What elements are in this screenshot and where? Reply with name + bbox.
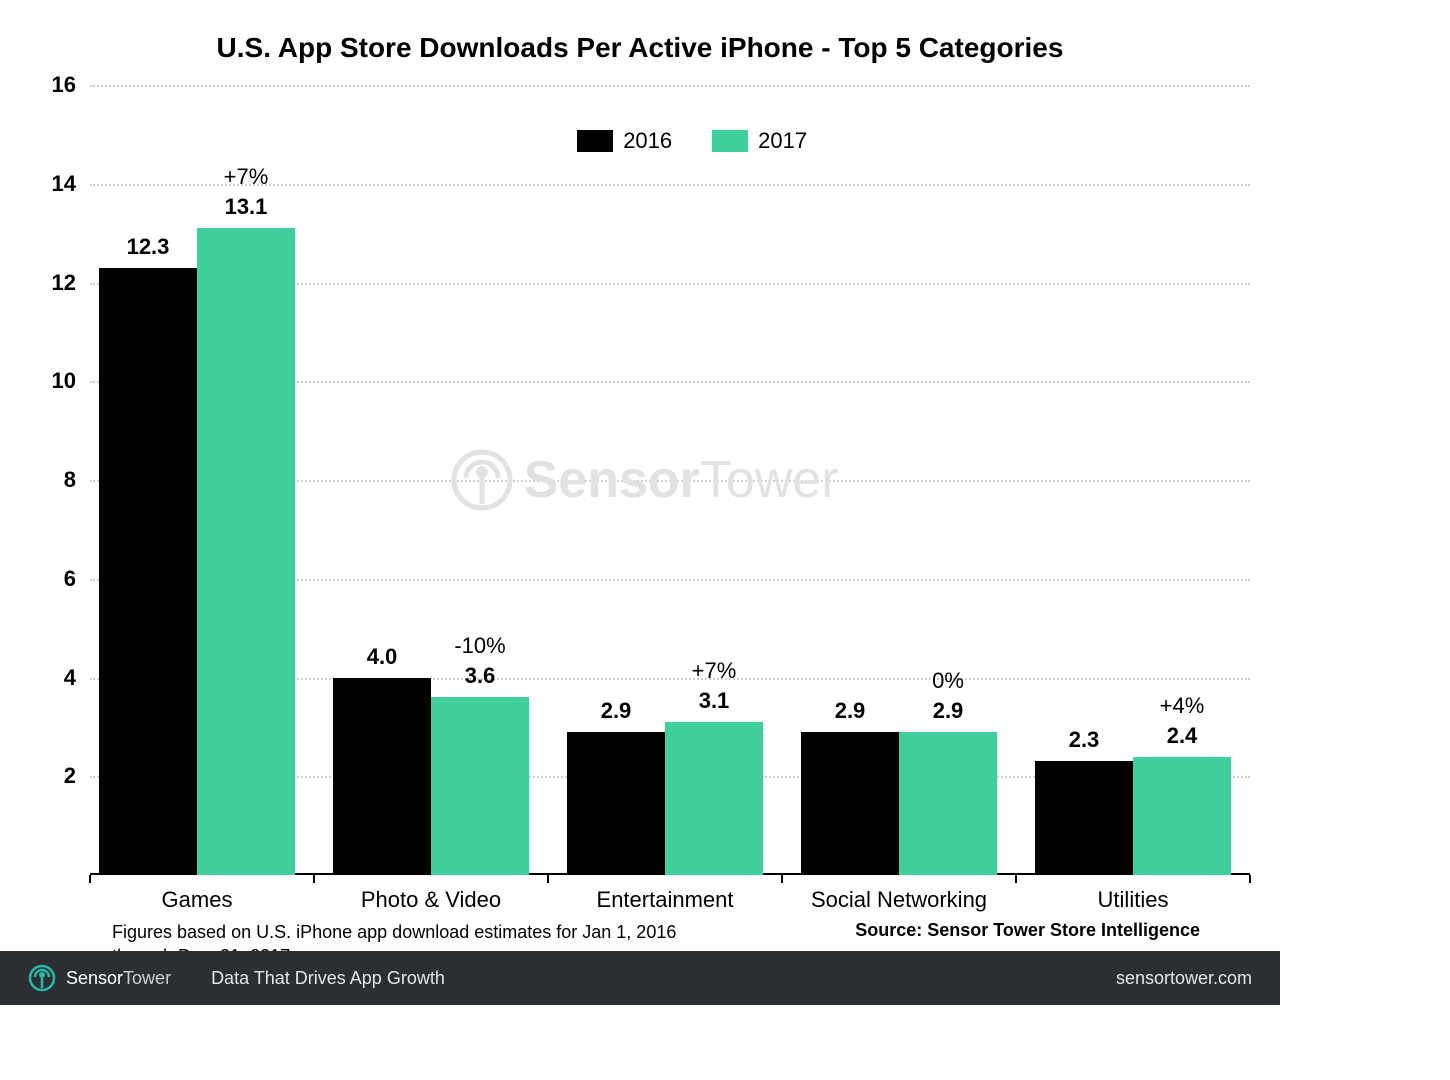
bar-value-label: 2.3	[1069, 727, 1100, 753]
watermark-text-bold: Sensor	[524, 451, 700, 509]
legend: 2016 2017	[577, 128, 807, 154]
legend-swatch	[577, 130, 613, 152]
y-tick-label: 10	[52, 368, 76, 394]
x-tick-mark	[89, 875, 91, 883]
bar	[801, 732, 899, 875]
bar-value-label: 2.9	[835, 698, 866, 724]
bar	[333, 678, 431, 876]
brand-icon	[28, 964, 56, 992]
footer-brand-sensor: Sensor	[66, 968, 123, 988]
bar-delta-label: 0%	[932, 668, 964, 694]
legend-label: 2016	[623, 128, 672, 154]
legend-label: 2017	[758, 128, 807, 154]
x-category-label: Entertainment	[597, 887, 734, 913]
x-tick-mark	[1249, 875, 1251, 883]
x-category-label: Utilities	[1098, 887, 1169, 913]
bar-value-label: 4.0	[367, 644, 398, 670]
bar-delta-label: +7%	[224, 164, 269, 190]
bar-value-label: 13.1	[225, 194, 268, 220]
legend-swatch	[712, 130, 748, 152]
y-tick-label: 6	[64, 566, 76, 592]
watermark-text-light: Tower	[700, 451, 839, 509]
watermark: SensorTower	[450, 448, 839, 512]
footnote-line1: Figures based on U.S. iPhone app downloa…	[112, 922, 676, 942]
bar	[1035, 761, 1133, 875]
footer-url: sensortower.com	[1116, 968, 1252, 989]
bar-value-label: 2.9	[933, 698, 964, 724]
y-tick-label: 4	[64, 665, 76, 691]
footer-brand-tower: Tower	[123, 968, 171, 988]
bar	[567, 732, 665, 875]
chart-canvas: U.S. App Store Downloads Per Active iPho…	[0, 0, 1280, 1005]
bar-value-label: 2.9	[601, 698, 632, 724]
footer-brand-text: SensorTower	[66, 968, 171, 989]
y-tick-label: 12	[52, 270, 76, 296]
watermark-icon	[450, 448, 514, 512]
footer-tagline: Data That Drives App Growth	[211, 968, 445, 989]
bar-value-label: 3.6	[465, 663, 496, 689]
x-category-label: Photo & Video	[361, 887, 501, 913]
x-tick-mark	[313, 875, 315, 883]
x-tick-mark	[781, 875, 783, 883]
bar-value-label: 3.1	[699, 688, 730, 714]
bar	[99, 268, 197, 875]
x-category-label: Games	[162, 887, 233, 913]
bar	[431, 697, 529, 875]
y-tick-label: 8	[64, 467, 76, 493]
legend-item: 2017	[712, 128, 807, 154]
bar	[1133, 757, 1231, 876]
x-tick-mark	[547, 875, 549, 883]
footer-brand: SensorTower	[28, 964, 171, 992]
bar-delta-label: +7%	[692, 658, 737, 684]
bar	[197, 228, 295, 875]
bar	[899, 732, 997, 875]
bar-delta-label: +4%	[1160, 693, 1205, 719]
y-tick-label: 16	[52, 72, 76, 98]
plot-area: 24681012141612.313.1+7%Games4.03.6-10%Ph…	[90, 85, 1250, 875]
footer-bar: SensorTower Data That Drives App Growth …	[0, 951, 1280, 1005]
y-tick-label: 2	[64, 763, 76, 789]
bar	[665, 722, 763, 875]
y-tick-label: 14	[52, 171, 76, 197]
x-tick-mark	[1015, 875, 1017, 883]
chart-title: U.S. App Store Downloads Per Active iPho…	[0, 32, 1280, 64]
bar-value-label: 12.3	[127, 234, 170, 260]
legend-item: 2016	[577, 128, 672, 154]
x-category-label: Social Networking	[811, 887, 987, 913]
bar-delta-label: -10%	[454, 633, 505, 659]
source-text: Source: Sensor Tower Store Intelligence	[855, 920, 1200, 941]
grid-line	[90, 85, 1250, 87]
bar-value-label: 2.4	[1167, 723, 1198, 749]
